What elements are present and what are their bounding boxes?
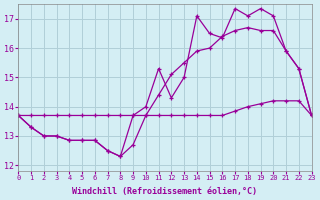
X-axis label: Windchill (Refroidissement éolien,°C): Windchill (Refroidissement éolien,°C) <box>72 187 258 196</box>
